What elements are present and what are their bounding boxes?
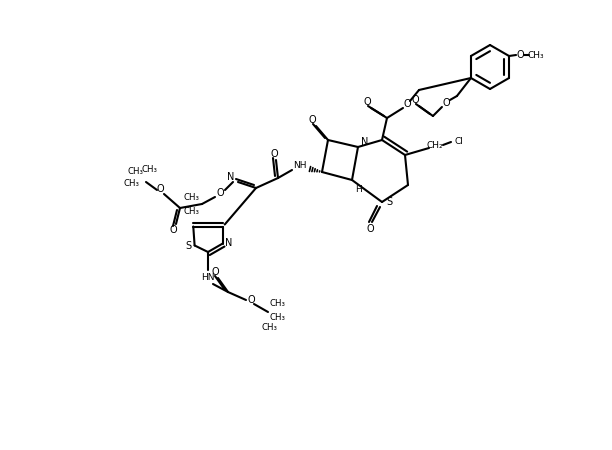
Text: NH: NH	[293, 162, 307, 171]
Text: H: H	[354, 185, 361, 194]
Text: N: N	[225, 238, 233, 248]
Text: O: O	[411, 95, 419, 105]
Text: O: O	[270, 149, 278, 159]
Text: CH₃: CH₃	[528, 50, 544, 59]
Text: Cl: Cl	[455, 138, 463, 147]
Text: O: O	[169, 225, 177, 235]
Text: CH₃: CH₃	[270, 314, 286, 323]
Text: CH₃: CH₃	[142, 166, 158, 175]
Text: O: O	[403, 99, 411, 109]
Text: CH₃: CH₃	[262, 324, 278, 333]
Text: CH₃: CH₃	[128, 167, 144, 176]
Text: O: O	[442, 98, 450, 108]
Text: HN: HN	[201, 274, 215, 283]
Text: N: N	[361, 137, 368, 147]
Text: O: O	[211, 267, 219, 277]
Text: O: O	[247, 295, 255, 305]
Text: S: S	[386, 197, 392, 207]
Text: CH₃: CH₃	[124, 180, 140, 189]
Text: O: O	[216, 188, 224, 198]
Text: O: O	[156, 184, 164, 194]
Text: O: O	[308, 115, 316, 125]
Text: CH₃: CH₃	[184, 207, 200, 216]
Text: N: N	[227, 172, 234, 182]
Text: O: O	[366, 224, 374, 234]
Text: O: O	[517, 50, 524, 60]
Text: CH₂: CH₂	[427, 141, 443, 150]
Text: O: O	[363, 97, 371, 107]
Text: CH₃: CH₃	[184, 193, 200, 202]
Text: CH₃: CH₃	[270, 300, 286, 309]
Text: S: S	[185, 242, 192, 252]
